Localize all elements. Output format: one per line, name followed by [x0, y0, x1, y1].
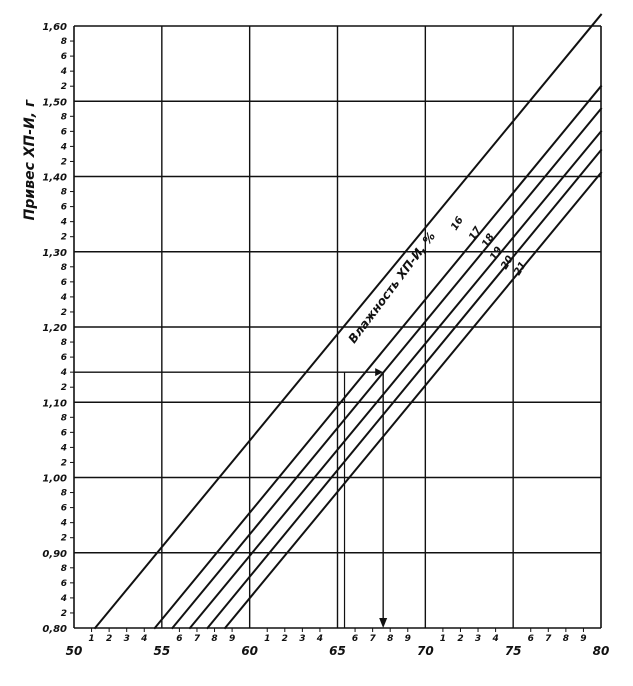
y-minor-tick-label: 6 [61, 504, 67, 514]
annotation-arrowhead-down [379, 618, 388, 628]
y-major-tick-label: 1,10 [42, 398, 67, 409]
y-minor-tick-label: 6 [61, 428, 67, 438]
x-minor-tick-label: 2 [282, 634, 288, 644]
y-minor-tick-label: 4 [60, 519, 67, 529]
x-minor-tick-label: 4 [491, 634, 498, 644]
y-major-tick-label: 1,00 [42, 474, 67, 485]
y-minor-tick-label: 6 [61, 278, 67, 288]
y-minor-tick-label: 8 [61, 489, 67, 499]
y-minor-tick-label: 8 [61, 112, 67, 122]
series-line-20 [206, 148, 603, 630]
y-axis-labels: 0,80 0,90 1,00 1,10 1,20 1,30 1,40 1,50 1,60 2 4 6 8… [42, 22, 67, 635]
y-major-tick-label: 1,40 [42, 173, 67, 184]
series-line-21 [223, 171, 603, 630]
x-major-tick-label: 75 [505, 644, 522, 658]
y-minor-tick-label: 8 [61, 338, 67, 348]
y-minor-tick-label: 6 [61, 579, 67, 589]
y-minor-tick-label: 8 [61, 37, 67, 47]
y-minor-tick-label: 6 [61, 353, 67, 363]
y-minor-tick-label: 2 [61, 233, 67, 243]
x-minor-tick-label: 1 [264, 634, 270, 644]
x-minor-tick-label: 1 [88, 634, 94, 644]
x-major-tick-label: 70 [417, 644, 434, 658]
y-minor-tick-label: 8 [61, 263, 67, 273]
y-minor-tick-label: 4 [60, 67, 67, 77]
series-line-19 [188, 129, 603, 630]
x-minor-tick-label: 6 [528, 634, 534, 644]
annotation-reading-path [74, 368, 388, 628]
y-minor-tick-label: 2 [61, 534, 67, 544]
x-minor-tick-label: 6 [176, 634, 182, 644]
x-minor-tick-label: 9 [580, 634, 586, 644]
y-axis-title: Привес ХП-И, г [22, 99, 38, 220]
x-minor-tick-label: 8 [211, 634, 217, 644]
y-minor-tick-label: 8 [61, 413, 67, 423]
y-minor-tick-label: 6 [61, 203, 67, 213]
x-major-tick-label: 60 [241, 644, 258, 658]
y-minor-tick-label: 8 [61, 188, 67, 198]
x-minor-tick-label: 3 [124, 634, 130, 644]
x-minor-tick-label: 2 [106, 634, 112, 644]
x-axis-labels: 50 55 60 65 70 75 801 2 3 4 6 7 8 9 1 2 3 4 6 7 8 9 1 2 3 4 6 7 8 9 [66, 634, 610, 658]
x-minor-tick-label: 3 [475, 634, 481, 644]
y-minor-tick-label: 4 [60, 368, 67, 378]
x-minor-tick-label: 4 [140, 634, 147, 644]
y-major-tick-label: 1,60 [42, 22, 67, 33]
x-minor-tick-label: 6 [352, 634, 358, 644]
y-major-tick-label: 1,50 [42, 97, 67, 108]
annotation-arrowhead-right [375, 368, 384, 377]
y-minor-tick-label: 6 [61, 127, 67, 137]
y-minor-tick-label: 2 [61, 82, 67, 92]
x-minor-tick-label: 2 [457, 634, 463, 644]
x-minor-tick-label: 4 [316, 634, 323, 644]
y-minor-tick-label: 2 [61, 458, 67, 468]
x-major-tick-label: 65 [329, 644, 346, 658]
series-line-17 [153, 84, 603, 630]
y-major-tick-label: 0,80 [42, 624, 67, 635]
y-minor-tick-label: 4 [60, 293, 67, 303]
horizontal-gridlines [74, 25, 601, 629]
x-minor-tick-label: 7 [370, 634, 377, 644]
y-major-tick-label: 0,90 [42, 549, 67, 560]
series-line-18 [170, 107, 603, 630]
x-minor-tick-label: 7 [194, 634, 201, 644]
x-major-tick-label: 50 [66, 644, 83, 658]
curve-family-label: Влажность ХП-И, % [345, 229, 438, 346]
y-minor-tick-label: 8 [61, 564, 67, 574]
x-minor-tick-label: 8 [563, 634, 569, 644]
y-major-tick-label: 1,20 [42, 323, 67, 334]
y-minor-tick-label: 2 [61, 308, 67, 318]
x-minor-tick-label: 3 [299, 634, 305, 644]
y-minor-tick-label: 4 [60, 594, 67, 604]
x-major-tick-label: 55 [153, 644, 170, 658]
y-minor-tick-label: 6 [61, 52, 67, 62]
x-minor-tick-label: 1 [440, 634, 446, 644]
y-minor-tick-label: 4 [60, 443, 67, 453]
x-major-tick-label: 80 [593, 644, 610, 658]
series-line-16 [93, 13, 603, 630]
y-minor-tick-label: 2 [61, 609, 67, 619]
x-minor-tick-label: 9 [229, 634, 235, 644]
x-minor-tick-label: 9 [405, 634, 411, 644]
curve-label-17: 17 [467, 225, 484, 243]
series-lines [93, 13, 603, 630]
x-minor-tick-label: 8 [387, 634, 393, 644]
y-minor-tick-label: 4 [60, 218, 67, 228]
y-minor-tick-label: 2 [61, 157, 67, 167]
y-major-tick-label: 1,30 [42, 248, 67, 259]
curve-label-16: 16 [449, 215, 466, 233]
x-minor-tick-label: 7 [545, 634, 552, 644]
y-minor-tick-label: 2 [61, 383, 67, 393]
minor-tick-marks [70, 40, 584, 632]
y-minor-tick-label: 4 [60, 142, 67, 152]
